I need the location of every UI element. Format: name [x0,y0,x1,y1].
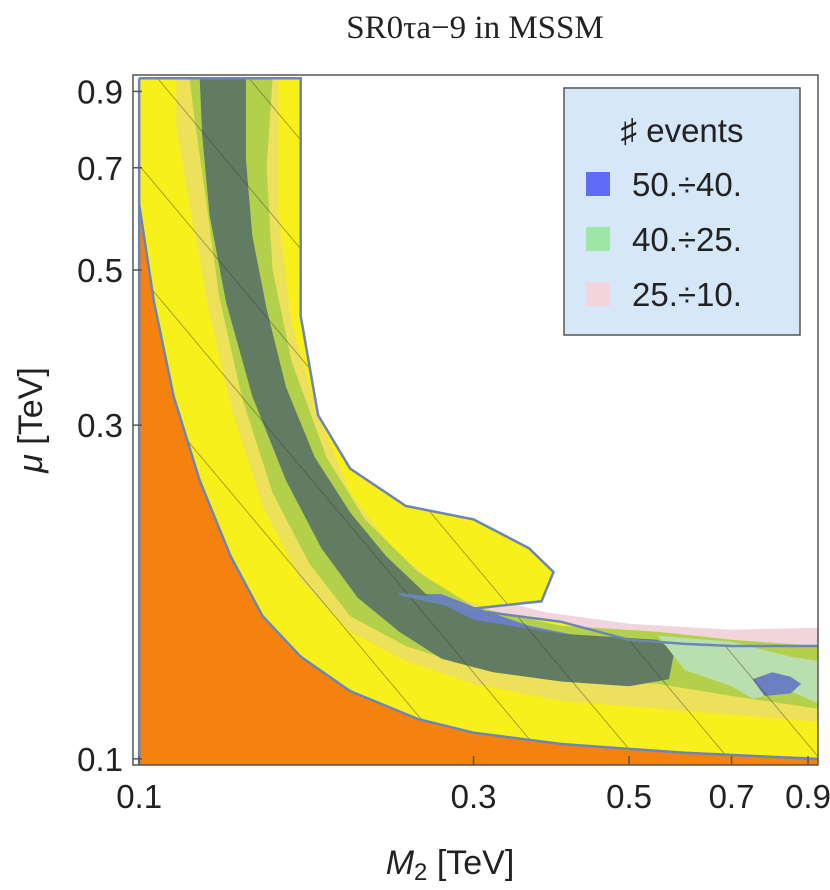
legend-label-50-40: 50.÷40. [632,166,742,203]
x-axis-subscript: 2 [414,859,427,886]
x-axis-label: M2 [TeV] [386,844,515,886]
region-boundaries [137,76,818,765]
y-tick-label: 0.9 [77,73,123,110]
lower-boundary-line [137,204,818,761]
x-axis-symbol: M [386,844,415,882]
hatch-overlay [139,78,818,759]
y-axis-unit: [TeV] [12,367,50,454]
x-axis-unit: [TeV] [427,844,514,882]
y-tick-label: 0.3 [77,407,123,444]
legend-swatch-green [586,227,610,251]
legend-swatch-blue [586,172,610,196]
y-tick-label: 0.5 [77,252,123,289]
axis-ticks: 0.1 0.3 0.5 0.7 0.9 0.1 0.3 0.5 0.7 0.9 [77,73,830,815]
upper-boundary-line [139,76,818,648]
region-excluded-orange [139,204,818,765]
legend-title: ♯ events [621,112,744,149]
legend-swatch-pink [586,282,610,306]
legend: ♯ events 50.÷40. 40.÷25. 25.÷10. [563,87,801,336]
y-tick-label: 0.1 [77,741,123,778]
legend-label-40-25: 40.÷25. [632,221,742,258]
y-tick-label: 0.7 [77,150,123,187]
x-tick-label: 0.7 [709,778,755,815]
plot-frame [132,74,819,766]
y-axis-label: μ [TeV] [12,367,50,474]
x-tick-label: 0.9 [785,778,830,815]
x-tick-label: 0.1 [116,778,162,815]
x-tick-label: 0.5 [606,778,652,815]
y-axis-symbol: μ [12,454,50,474]
chart-title: SR0τa−9 in MSSM [346,10,603,46]
x-tick-label: 0.3 [451,778,497,815]
hatched-excluded-area [139,78,818,759]
legend-label-25-10: 25.÷10. [632,276,742,313]
